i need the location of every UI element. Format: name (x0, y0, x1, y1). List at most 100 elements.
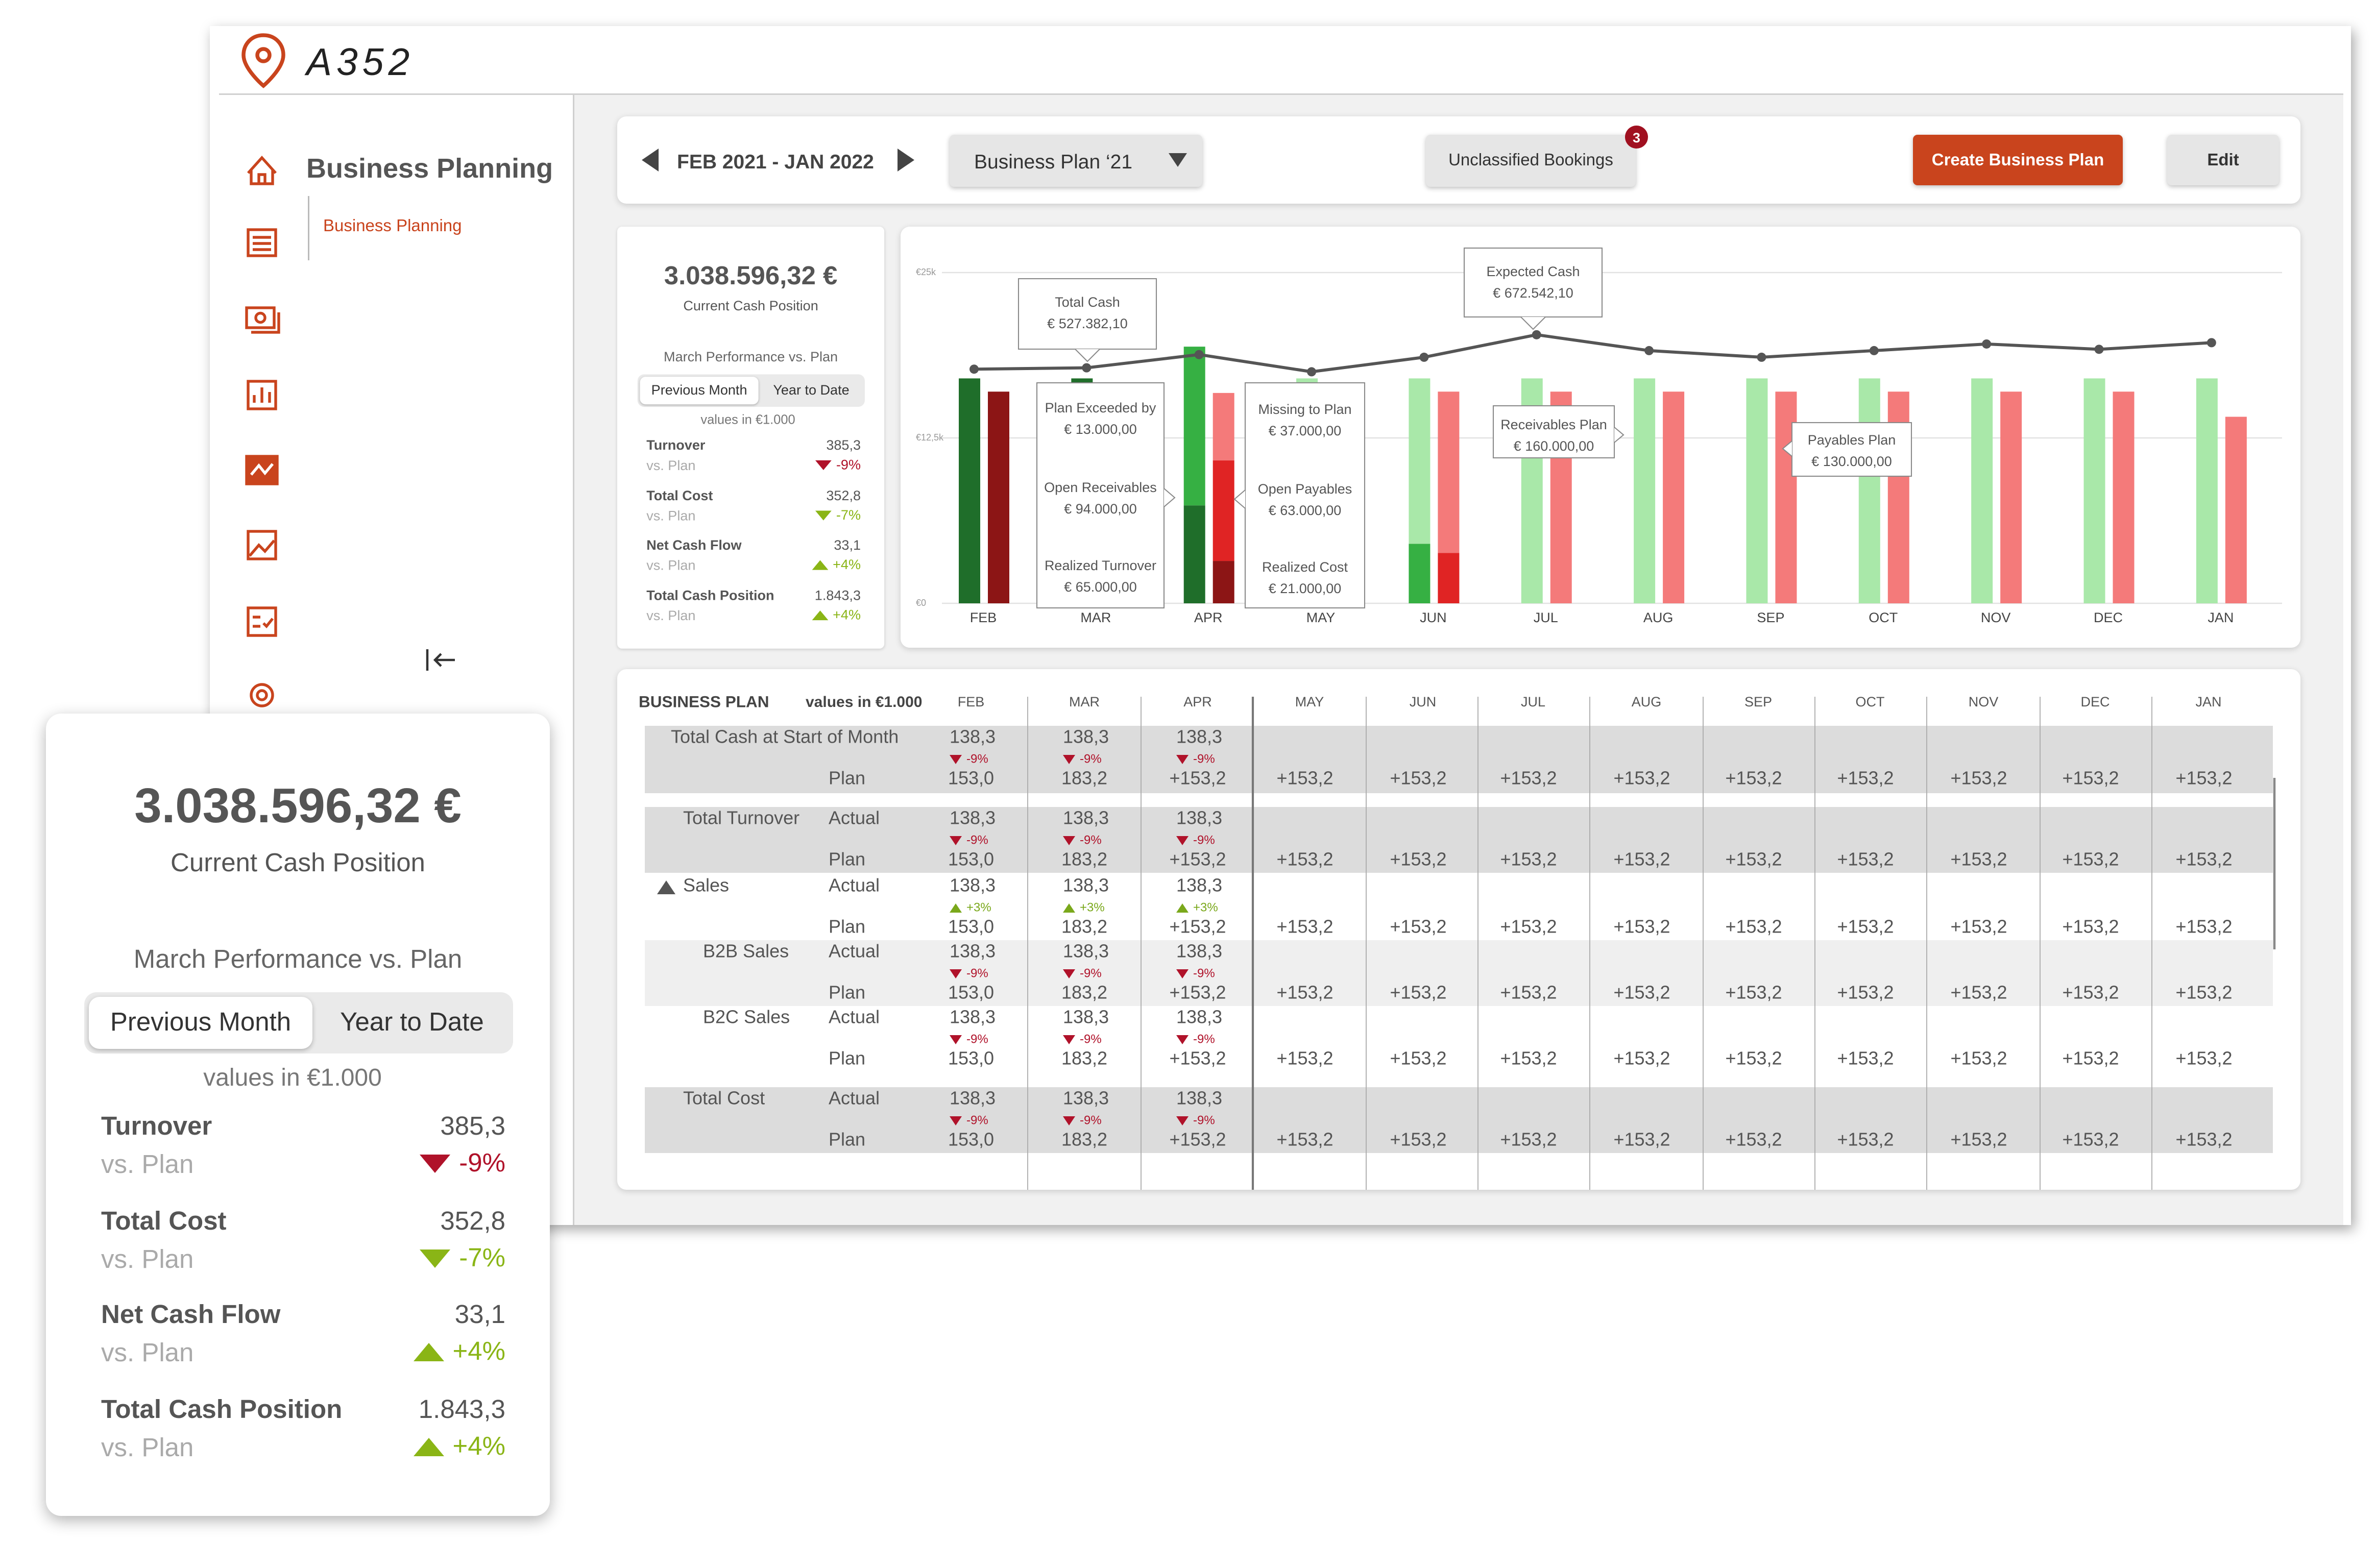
cash-line (974, 333, 2212, 374)
actual-value: 138,3 (1176, 807, 1222, 828)
submenu-item[interactable]: Business Planning (323, 217, 462, 236)
y-tick-label: €12,5k (916, 432, 944, 443)
cash-point (1082, 363, 1092, 373)
row-band (645, 940, 2273, 1006)
delta-arrow (413, 1343, 444, 1361)
delta-value: +3% (1193, 900, 1218, 914)
delta-text: -9% (836, 457, 861, 473)
bar-segment (1183, 505, 1205, 603)
bar-segment (1438, 553, 1460, 603)
delta-triangle (815, 510, 832, 520)
delta-triangle (1063, 755, 1075, 764)
bar-segment (2083, 378, 2105, 603)
kpi-row-label: Turnover (101, 1112, 212, 1141)
row-band (645, 874, 2273, 940)
plan-value: +153,2 (2175, 982, 2232, 1003)
row-label: B2B Sales (703, 941, 789, 962)
cash-value: 3.038.596,32 € (664, 260, 838, 290)
delta-triangle (1176, 969, 1189, 978)
callout-box (1017, 278, 1157, 350)
actual-value: 138,3 (1176, 875, 1222, 896)
plan-value: +153,2 (1950, 1129, 2007, 1150)
plan-value: +153,2 (1500, 1129, 1557, 1150)
delta-value: -9% (1193, 966, 1215, 980)
submenu-line (308, 196, 309, 260)
plan-value: 153,0 (948, 1048, 994, 1069)
tab[interactable]: Year to Date (340, 1008, 484, 1037)
month-header: OCT (1856, 694, 1885, 709)
x-tick-label: NOV (1981, 610, 2011, 625)
tab[interactable]: Previous Month (640, 377, 759, 405)
delta-triangle (950, 755, 962, 764)
actual-label: Actual (829, 1088, 880, 1109)
plan-value: +153,2 (1950, 849, 2007, 870)
plan-value: +153,2 (1276, 768, 1333, 789)
kpi-delta: +4% (413, 1431, 506, 1462)
icon-home[interactable] (247, 155, 277, 185)
plan-label: Plan (829, 849, 865, 870)
actual-label: Actual (829, 941, 880, 962)
sidebar-icons (245, 155, 280, 707)
callout-value: € 94.000,00 (1064, 501, 1137, 517)
callout-box (1036, 382, 1165, 609)
row-band (645, 807, 2273, 873)
y-tick-label: €0 (916, 598, 926, 608)
callout-pointer (1520, 316, 1546, 330)
callout-value: € 160.000,00 (1514, 438, 1594, 454)
y-tick-label: €25k (916, 267, 936, 277)
kpi-vs-label: vs. Plan (101, 1150, 194, 1179)
cash-label: Current Cash Position (171, 848, 425, 877)
icon-image[interactable] (247, 530, 277, 560)
callout-value: € 672.542,10 (1493, 285, 1573, 301)
bar-segment (1438, 391, 1460, 553)
next-period[interactable] (894, 147, 916, 173)
plan-dropdown[interactable]: Business Plan ‘21 (950, 135, 1202, 187)
plan-value: +153,2 (1950, 1048, 2007, 1069)
kpi-delta: +4% (811, 557, 861, 573)
kpi-vs-label: vs. Plan (646, 557, 696, 573)
edit-button[interactable]: Edit (2167, 135, 2279, 185)
plan-value: 183,2 (1061, 982, 1107, 1003)
collapse-icon[interactable] (424, 648, 461, 672)
plan-value: +153,2 (1169, 1129, 1226, 1150)
actual-value: 138,3 (950, 941, 996, 962)
kpi-row-value: 33,1 (834, 537, 861, 553)
plan-value: 153,0 (948, 982, 994, 1003)
actual-label: Actual (829, 875, 880, 896)
icon-chart[interactable] (247, 380, 277, 410)
icon-tasks[interactable] (247, 606, 277, 637)
tab[interactable]: Year to Date (773, 382, 850, 398)
kpi-card-zoom: 3.038.596,32 € Current Cash Position March… (46, 714, 550, 1516)
plan-value: +153,2 (1613, 1048, 1670, 1069)
actual-label: Actual (829, 1007, 880, 1027)
row-band (645, 726, 2273, 793)
plan-value: +153,2 (1169, 916, 1226, 937)
tab[interactable]: Previous Month (89, 997, 312, 1049)
callout-box (1492, 405, 1615, 459)
icon-settings[interactable] (250, 683, 274, 707)
actual-value: 138,3 (1063, 1088, 1109, 1109)
plan-value: +153,2 (1390, 1129, 1446, 1150)
delta-text: +4% (452, 1431, 506, 1460)
icon-list[interactable] (247, 228, 277, 257)
delta-text: -7% (459, 1242, 505, 1272)
plan-value: +153,2 (2062, 768, 2119, 789)
plan-value: +153,2 (2062, 916, 2119, 937)
logo-text: A352 (306, 41, 415, 84)
plan-value: +153,2 (1950, 982, 2007, 1003)
create-button[interactable]: Create Business Plan (1913, 135, 2123, 185)
delta-triangle (1063, 1035, 1075, 1044)
delta-value: -9% (966, 752, 988, 766)
delta-triangle (950, 969, 962, 978)
kpi-row-label: Total Cost (646, 487, 713, 503)
unclassified-button[interactable]: Unclassified Bookings (1426, 135, 1636, 187)
plan-value: +153,2 (2062, 1129, 2119, 1150)
prev-period[interactable] (640, 147, 662, 173)
delta-value: +3% (1080, 900, 1105, 914)
icon-money[interactable] (245, 306, 276, 329)
icon-trend[interactable] (245, 455, 279, 485)
plan-label: Plan (829, 982, 865, 1003)
